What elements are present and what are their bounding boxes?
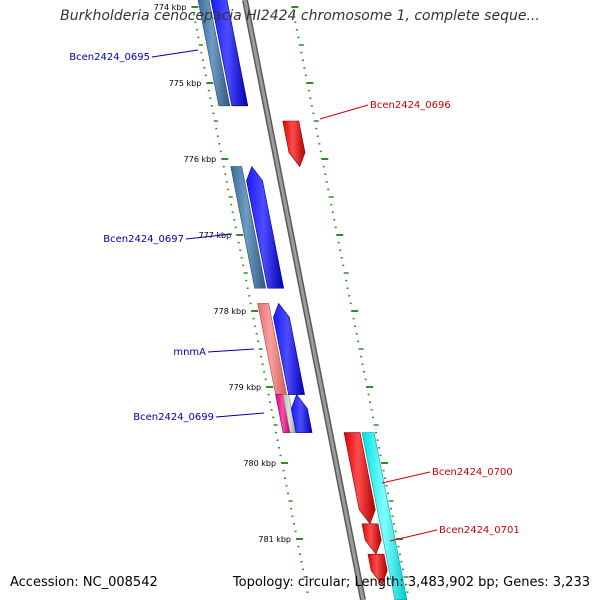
kbp-tick-label: 775 kbp	[169, 79, 202, 88]
gene-arrow	[282, 120, 306, 168]
gene-leader-line	[207, 348, 255, 353]
cog-band	[197, 0, 231, 107]
gene-label: Bcen2424_0699	[133, 412, 214, 423]
gene-leader-line	[215, 412, 265, 418]
kbp-tick-label: 781 kbp	[258, 535, 291, 544]
gene-arrow	[291, 393, 313, 433]
gene-arrow	[361, 523, 382, 555]
gene-label: Bcen2424_0697	[103, 234, 184, 245]
kbp-tick-label: 778 kbp	[214, 307, 247, 316]
gene-leader-line	[381, 471, 431, 484]
kbp-tick-label: 780 kbp	[243, 459, 276, 468]
gene-arrow	[246, 165, 285, 289]
outer-tick-ring	[291, 6, 409, 593]
gene-leader-line	[319, 104, 369, 120]
gene-arrow	[210, 0, 249, 107]
backbone	[242, 0, 366, 600]
gene-label: Bcen2424_0701	[439, 525, 520, 536]
map-title: Burkholderia cenocepacia HI2424 chromoso…	[60, 8, 540, 24]
gene-label: Bcen2424_0696	[370, 100, 451, 111]
kbp-tick-label: 774 kbp	[154, 3, 187, 12]
accession-text: Accession: NC_008542	[10, 575, 158, 590]
cog-band	[230, 166, 267, 289]
kbp-tick-label: 776 kbp	[184, 155, 217, 164]
gene-arrow	[343, 432, 376, 525]
gene-arrow	[367, 553, 388, 586]
gene-labels: Bcen2424_0695 Bcen2424_0696 Bcen2424_0697m…	[69, 49, 520, 542]
gene-ring	[210, 0, 388, 586]
gene-label: Bcen2424_0695	[69, 52, 150, 63]
gene-leader-line	[151, 49, 199, 58]
genome-summary-text: Topology: circular; Length: 3,483,902 bp…	[232, 575, 590, 590]
gene-leader-line	[389, 529, 438, 542]
cog-ring	[197, 0, 408, 600]
kbp-tick-label: 779 kbp	[229, 383, 262, 392]
gene-leader-line	[185, 233, 233, 240]
gene-label: mnmA	[173, 347, 206, 358]
gene-label: Bcen2424_0700	[432, 467, 513, 478]
